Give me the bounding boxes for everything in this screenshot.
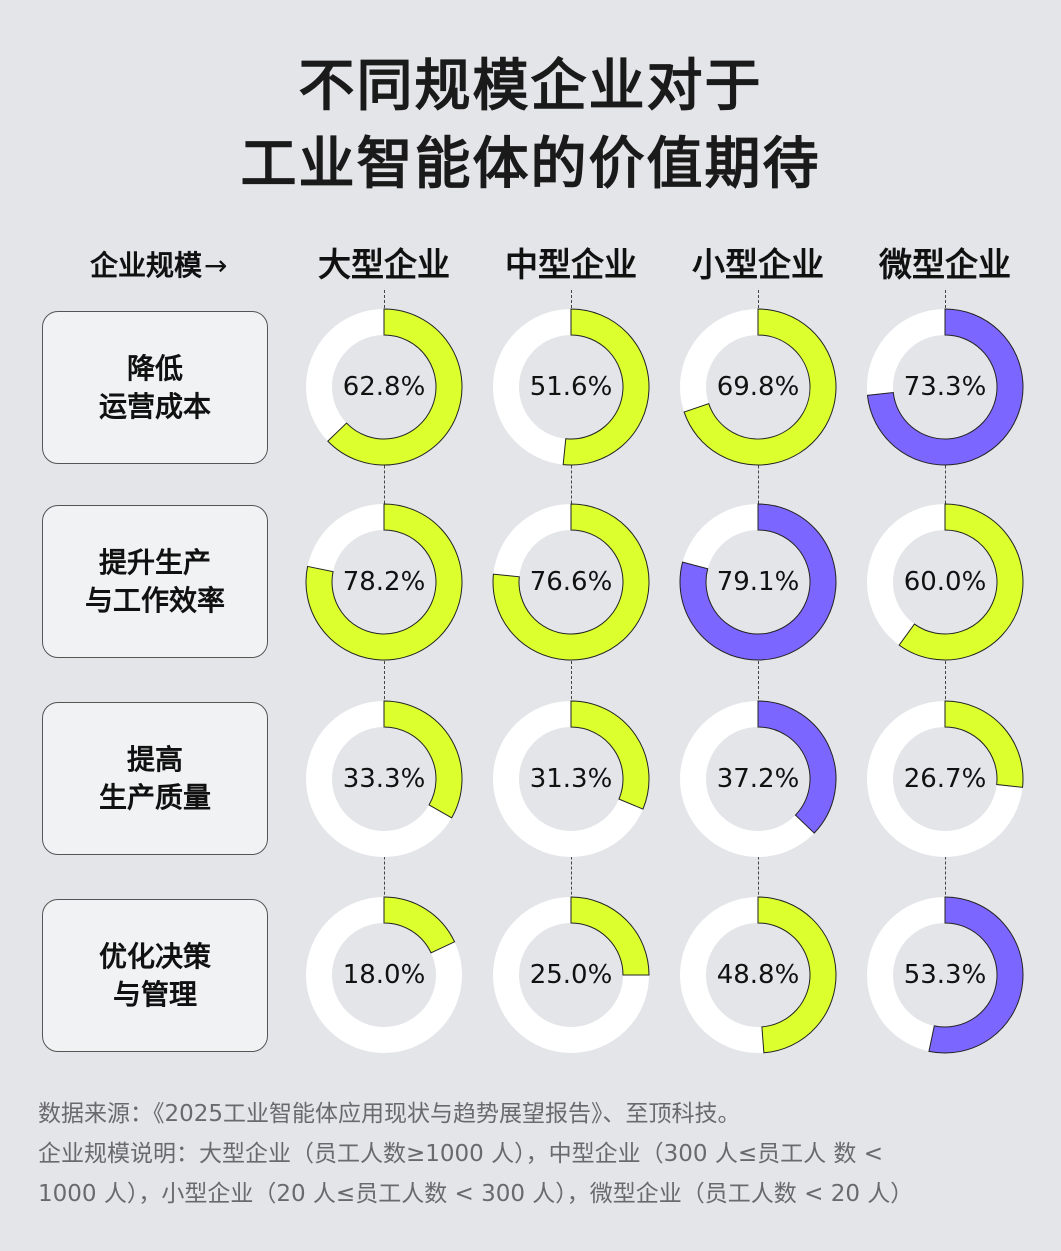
row-label-line: 与工作效率 — [84, 583, 225, 617]
donut-chart: 25.0% — [491, 895, 651, 1055]
column-header-small: 小型企业 — [692, 245, 824, 284]
row-label-quality: 提高 生产质量 — [42, 702, 268, 855]
donut-chart: 78.2% — [304, 502, 464, 662]
donut-value-label: 69.8% — [716, 372, 800, 402]
donut-chart: 79.1% — [678, 502, 838, 662]
donut-value-label: 31.3% — [529, 764, 613, 794]
donut-chart: 48.8% — [678, 895, 838, 1055]
donut-chart: 73.3% — [865, 307, 1025, 467]
donut-chart: 69.8% — [678, 307, 838, 467]
donut-value-label: 73.3% — [903, 372, 987, 402]
donut-value-label: 18.0% — [342, 960, 426, 990]
size-note-line-1: 企业规模说明：大型企业（员工人数≥1000 人），中型企业（300 人≤员工人 … — [38, 1141, 883, 1167]
axis-label: 企业规模→ — [90, 244, 227, 284]
donut-chart: 60.0% — [865, 502, 1025, 662]
arrow-right-icon: → — [204, 249, 228, 282]
row-label-reduce-cost: 降低 运营成本 — [42, 311, 268, 464]
donut-chart: 51.6% — [491, 307, 651, 467]
donut-value-label: 37.2% — [716, 764, 800, 794]
row-label-efficiency: 提升生产 与工作效率 — [42, 505, 268, 658]
donut-value-label: 25.0% — [529, 960, 613, 990]
chart-title: 不同规模企业对于 工业智能体的价值期待 — [0, 48, 1061, 204]
donut-chart: 37.2% — [678, 699, 838, 859]
row-label-line: 与管理 — [112, 977, 197, 1011]
row-label-decision: 优化决策 与管理 — [42, 899, 268, 1052]
donut-value-label: 62.8% — [342, 372, 426, 402]
row-label-line: 提升生产 — [98, 545, 211, 579]
data-source: 数据来源：《2025工业智能体应用现状与趋势展望报告》、至顶科技。 — [38, 1101, 741, 1127]
column-guide-line — [945, 290, 946, 1050]
column-guide-line — [758, 290, 759, 1050]
title-line-2: 工业智能体的价值期待 — [240, 132, 821, 197]
axis-label-text: 企业规模 — [90, 249, 203, 282]
column-guide-line — [384, 290, 385, 1050]
row-label-line: 生产质量 — [98, 780, 211, 814]
donut-value-label: 79.1% — [716, 567, 800, 597]
column-header-medium: 中型企业 — [505, 245, 637, 284]
row-label-line: 优化决策 — [98, 939, 211, 973]
donut-value-label: 26.7% — [903, 764, 987, 794]
donut-chart: 18.0% — [304, 895, 464, 1055]
donut-value-label: 48.8% — [716, 960, 800, 990]
donut-value-label: 33.3% — [342, 764, 426, 794]
donut-chart: 76.6% — [491, 502, 651, 662]
donut-chart: 26.7% — [865, 699, 1025, 859]
donut-chart: 31.3% — [491, 699, 651, 859]
donut-value-label: 53.3% — [903, 960, 987, 990]
donut-chart: 53.3% — [865, 895, 1025, 1055]
title-line-1: 不同规模企业对于 — [298, 54, 763, 119]
column-header-micro: 微型企业 — [879, 245, 1011, 284]
footer-notes: 数据来源：《2025工业智能体应用现状与趋势展望报告》、至顶科技。 企业规模说明… — [38, 1094, 1058, 1214]
size-note-line-2: 1000 人），小型企业（20 人≤员工人数 < 300 人），微型企业（员工人… — [38, 1181, 914, 1207]
column-header-large: 大型企业 — [318, 245, 450, 284]
column-guide-line — [571, 290, 572, 1050]
row-label-line: 运营成本 — [98, 389, 211, 423]
donut-chart: 62.8% — [304, 307, 464, 467]
donut-value-label: 60.0% — [903, 567, 987, 597]
donut-value-label: 78.2% — [342, 567, 426, 597]
donut-chart: 33.3% — [304, 699, 464, 859]
row-label-line: 降低 — [126, 351, 183, 385]
donut-value-label: 76.6% — [529, 567, 613, 597]
donut-value-label: 51.6% — [529, 372, 613, 402]
row-label-line: 提高 — [126, 742, 183, 776]
